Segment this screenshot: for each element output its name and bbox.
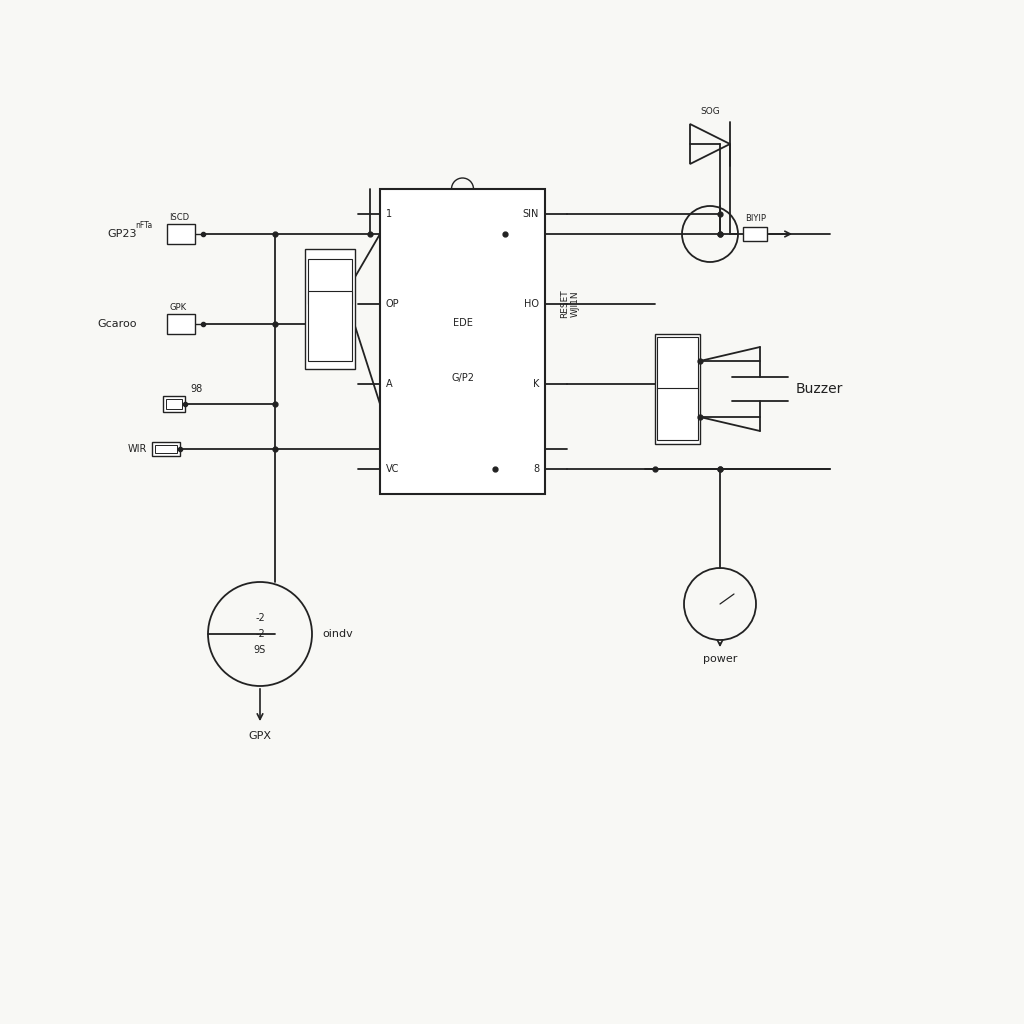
Bar xyxy=(155,445,177,453)
Bar xyxy=(380,189,545,494)
Text: GPX: GPX xyxy=(249,731,271,741)
Text: HO: HO xyxy=(524,299,539,309)
Bar xyxy=(743,227,767,241)
Text: 1: 1 xyxy=(386,209,392,219)
Text: K: K xyxy=(532,379,539,389)
Text: ISCD: ISCD xyxy=(169,213,189,222)
Text: RESET
WJI1N: RESET WJI1N xyxy=(560,290,580,318)
Text: VC: VC xyxy=(386,464,399,474)
Text: SOG: SOG xyxy=(700,106,720,116)
Bar xyxy=(657,337,698,389)
Bar xyxy=(163,396,185,412)
Bar xyxy=(167,314,195,334)
Text: nFTa: nFTa xyxy=(135,221,153,230)
Text: oindv: oindv xyxy=(322,629,352,639)
Text: GP23: GP23 xyxy=(108,229,137,239)
Text: SIN: SIN xyxy=(522,209,539,219)
Text: power: power xyxy=(702,654,737,664)
Bar xyxy=(657,388,698,440)
Text: GPK: GPK xyxy=(169,303,186,312)
Text: 98: 98 xyxy=(190,384,203,394)
Bar xyxy=(152,442,180,456)
Text: G/P2: G/P2 xyxy=(451,373,474,383)
Text: OP: OP xyxy=(386,299,399,309)
Text: EDE: EDE xyxy=(453,318,472,329)
Text: Gcaroo: Gcaroo xyxy=(97,319,137,329)
Text: WIR: WIR xyxy=(128,444,147,454)
Bar xyxy=(308,291,352,361)
Bar xyxy=(167,224,195,244)
Text: -2: -2 xyxy=(255,613,265,623)
Text: 8: 8 xyxy=(532,464,539,474)
Bar xyxy=(308,259,352,304)
Bar xyxy=(655,334,700,444)
Text: Buzzer: Buzzer xyxy=(796,382,844,396)
Bar xyxy=(305,249,355,369)
Text: -2: -2 xyxy=(255,629,265,639)
Text: BIYIP: BIYIP xyxy=(745,214,766,223)
Bar xyxy=(166,399,182,409)
Text: 9S: 9S xyxy=(254,645,266,655)
Text: A: A xyxy=(386,379,392,389)
